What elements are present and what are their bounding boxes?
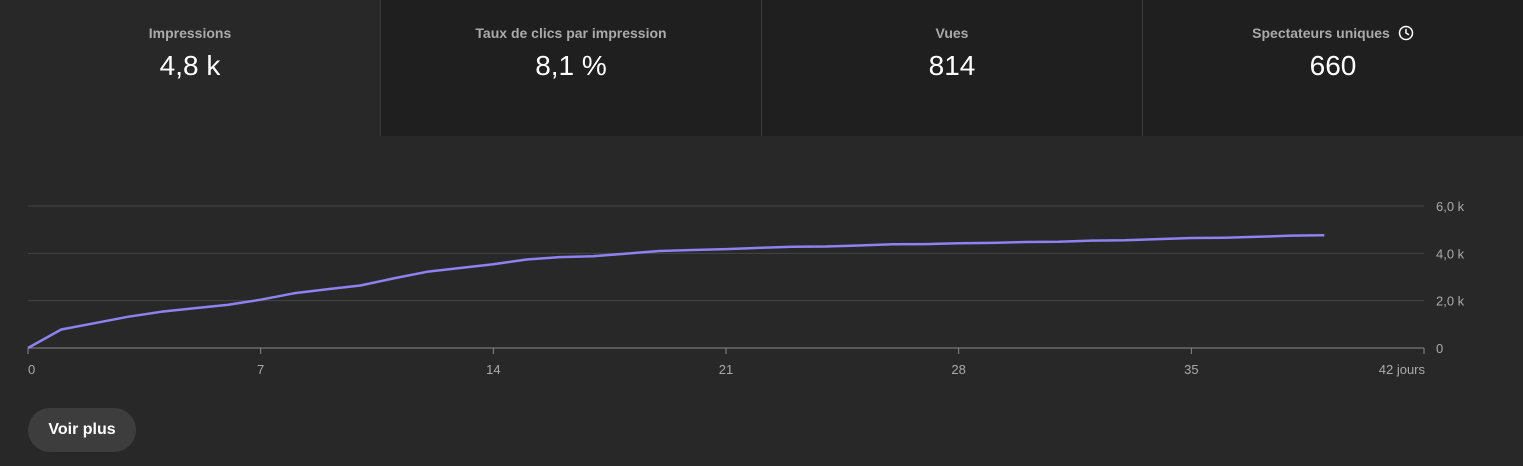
- x-tick-label: 28: [951, 362, 965, 377]
- x-tick-label: 7: [257, 362, 264, 377]
- series-line: [27, 234, 1325, 350]
- see-more-button[interactable]: Voir plus: [28, 408, 136, 452]
- metric-label-text: Vues: [935, 25, 969, 41]
- metric-value: 814: [928, 50, 976, 81]
- metric-label: Vues: [936, 24, 969, 42]
- x-tick-label: 0: [28, 362, 35, 377]
- metric-value: 8,1 %: [535, 50, 607, 81]
- y-tick-label: 0: [1436, 341, 1443, 356]
- metric-label: Impressions: [149, 24, 231, 42]
- metric-tab-0[interactable]: Impressions 4,8 k: [0, 0, 380, 136]
- clock-icon[interactable]: [1398, 25, 1414, 41]
- metric-value: 4,8 k: [159, 50, 221, 81]
- metric-tabs: Impressions 4,8 k Taux de clics par impres…: [0, 0, 1523, 136]
- x-tick-label: 21: [719, 362, 733, 377]
- y-tick-label: 4,0 k: [1436, 246, 1465, 261]
- metric-label: Spectateurs uniques: [1252, 24, 1414, 42]
- metric-value: 660: [1309, 50, 1357, 81]
- metric-tab-1[interactable]: Taux de clics par impression 8,1 %: [380, 0, 761, 136]
- x-tick-label: 35: [1184, 362, 1198, 377]
- metric-label-text: Taux de clics par impression: [475, 25, 667, 41]
- metric-tab-3[interactable]: Spectateurs uniques 660: [1142, 0, 1523, 136]
- metric-label-text: Impressions: [148, 25, 232, 41]
- metric-tab-2[interactable]: Vues 814: [761, 0, 1142, 136]
- y-tick-label: 2,0 k: [1436, 294, 1465, 309]
- y-tick-label: 6,0 k: [1436, 199, 1465, 214]
- metric-label-text: Spectateurs uniques: [1252, 25, 1390, 41]
- x-tick-label: 14: [486, 362, 500, 377]
- x-tick-label: 42 jours: [1379, 362, 1426, 377]
- line-chart: 0 2,0 k 4,0 k 6,0 k 0 7 14 21 28 35 42 jours: [27, 199, 1465, 377]
- metric-label: Taux de clics par impression: [475, 24, 666, 42]
